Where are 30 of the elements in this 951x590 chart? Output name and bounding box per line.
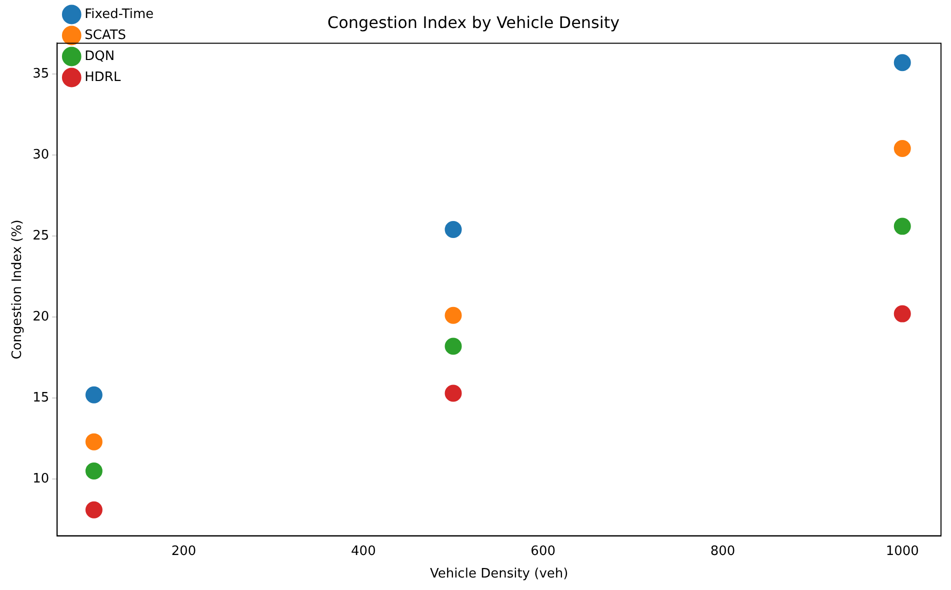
y-tick-label: 30 — [32, 147, 50, 162]
y-tick-label: 10 — [32, 471, 50, 486]
y-axis-title: Congestion Index (%) — [10, 220, 26, 360]
point — [85, 501, 102, 518]
point — [894, 218, 911, 235]
x-tick-label: 600 — [530, 544, 556, 559]
point — [85, 462, 102, 480]
legend-label: Fixed-Time — [84, 6, 154, 22]
x-tick-label: 200 — [171, 544, 196, 559]
x-tick-label: 400 — [351, 544, 376, 559]
x-axis-title: Vehicle Density (veh) — [430, 566, 568, 582]
x-tick-label: 800 — [710, 544, 736, 559]
y-tick-label: 35 — [32, 66, 50, 82]
point — [85, 386, 102, 404]
chart-title: Congestion Index by Vehicle Density — [327, 12, 620, 32]
point — [894, 54, 911, 72]
point — [444, 306, 462, 324]
point — [444, 221, 462, 238]
y-tick-label: 25 — [32, 228, 50, 244]
point — [894, 140, 911, 158]
point — [444, 338, 462, 355]
legend-label: HDRL — [84, 70, 122, 85]
y-tick-label: 20 — [32, 309, 50, 324]
legend-label: DQN — [84, 48, 115, 64]
legend-label: SCATS — [84, 28, 126, 43]
x-tick-label: 1000 — [886, 544, 919, 559]
point — [894, 305, 911, 322]
y-tick-label: 15 — [32, 390, 50, 406]
point — [444, 384, 462, 402]
point — [85, 433, 102, 450]
